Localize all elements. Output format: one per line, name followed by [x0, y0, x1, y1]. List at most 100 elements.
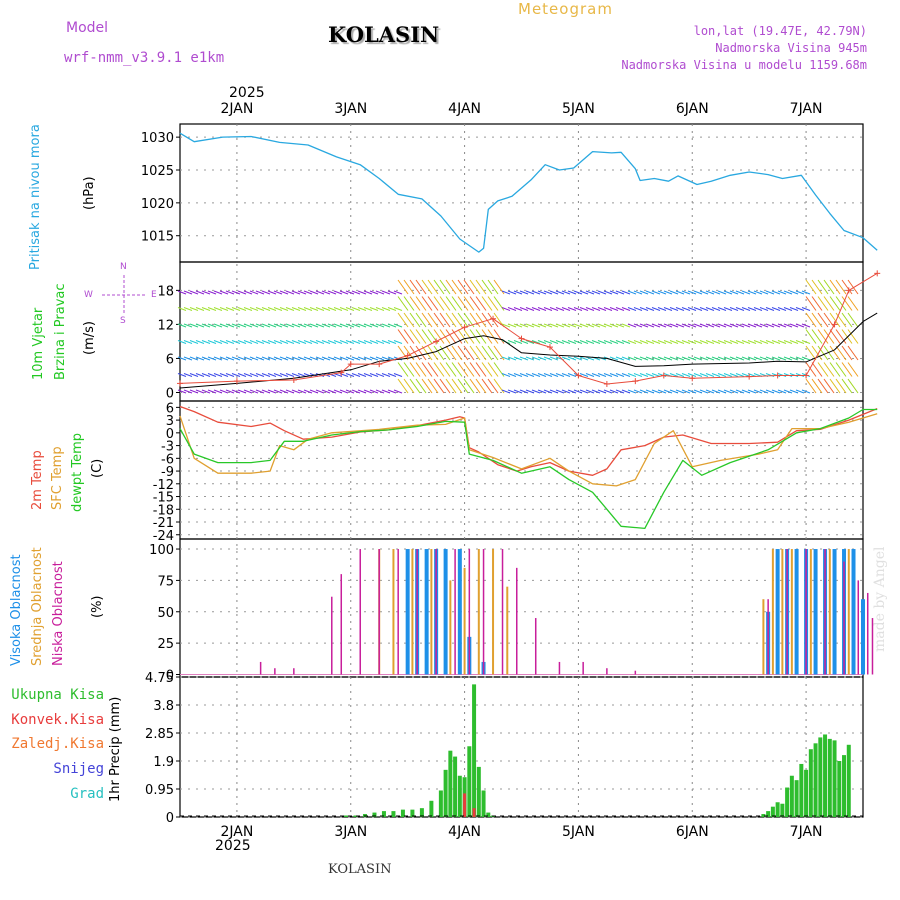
- wind-barb: [285, 307, 295, 311]
- wind-barb: [273, 307, 283, 311]
- wind-barb: [457, 362, 469, 377]
- wind-barb: [681, 356, 691, 361]
- low-cloud-bar: [378, 549, 380, 675]
- wind-barb: [369, 389, 379, 394]
- wind-barb: [669, 323, 679, 328]
- wind-barb: [555, 340, 565, 344]
- wind-barb: [639, 373, 649, 377]
- wind-barb: [445, 296, 457, 311]
- wind-barb: [729, 307, 739, 311]
- wind-barb: [279, 323, 289, 328]
- wind-barb: [747, 340, 757, 344]
- wind-barb: [393, 290, 403, 295]
- wind-barb: [663, 356, 673, 361]
- y-tick-label: 0: [166, 811, 174, 826]
- wind-barb: [543, 356, 553, 361]
- wind-barb: [513, 323, 523, 328]
- wind-barb: [817, 329, 829, 344]
- y-tick-label: 25: [157, 637, 174, 652]
- low-cloud-bar: [435, 549, 437, 675]
- wind-barb: [219, 340, 229, 344]
- y-tick-label: -18: [153, 503, 174, 518]
- wind-barb: [675, 290, 685, 295]
- wind-barb: [669, 290, 679, 295]
- wind-barb: [469, 362, 481, 377]
- wind-barb: [415, 279, 427, 295]
- wind-barb: [427, 279, 439, 295]
- low-cloud-bar: [416, 549, 418, 675]
- wind-barb: [741, 389, 751, 394]
- wind-barb: [741, 340, 751, 344]
- wind-barb: [381, 356, 391, 361]
- rain-bar: [780, 803, 785, 817]
- wind-barb: [789, 290, 799, 295]
- bottom-day-label: 2JAN: [220, 824, 253, 840]
- legend-conv: Konvek.Kisa: [11, 712, 104, 728]
- wind-barb: [621, 340, 631, 344]
- wind-barb: [531, 356, 541, 361]
- low-cloud-bar: [843, 561, 845, 675]
- wind-barb: [369, 290, 379, 295]
- wind-barb: [735, 373, 745, 377]
- wind-barb: [357, 290, 367, 295]
- low-cloud-bar: [786, 549, 788, 675]
- wind-barb: [841, 312, 853, 328]
- wind-barb: [255, 356, 265, 361]
- wind-barb: [627, 373, 637, 377]
- wind-barb: [805, 362, 817, 377]
- wind-barb: [687, 290, 697, 295]
- wind-barb: [621, 373, 631, 377]
- wind-barb: [475, 279, 487, 295]
- wind-barb: [675, 323, 685, 328]
- wind-barb: [717, 290, 727, 295]
- wind-barb: [451, 312, 463, 328]
- wind-barb: [573, 307, 583, 311]
- wind-barb: [255, 323, 265, 328]
- wind-barb: [201, 389, 211, 394]
- wind-barb: [409, 279, 421, 295]
- wind-barb: [723, 323, 733, 328]
- wind-barb: [705, 323, 715, 328]
- wind-barb: [369, 373, 379, 377]
- wind-barb: [681, 373, 691, 377]
- wind-barb: [231, 373, 241, 377]
- wind-barb: [829, 312, 841, 328]
- wind-barb: [369, 356, 379, 361]
- wind-barb: [705, 290, 715, 295]
- low-cloud-bar: [259, 661, 262, 675]
- wind-barb: [585, 323, 595, 328]
- wind-barb: [759, 340, 769, 344]
- wind-barb: [531, 323, 541, 328]
- wind-barb: [451, 279, 463, 295]
- wind-barb: [705, 356, 715, 361]
- bottom-day-label: 5JAN: [562, 824, 595, 840]
- wind-barb: [711, 290, 721, 295]
- wind-barb: [213, 307, 223, 311]
- wind-barb: [501, 307, 511, 311]
- y-tick-label: -6: [161, 452, 174, 467]
- wind-barb: [279, 373, 289, 377]
- wind-barb: [579, 307, 589, 311]
- wind-barb: [433, 378, 445, 394]
- wind-barb: [339, 323, 349, 328]
- wind-barb: [439, 362, 451, 377]
- wind-barb: [493, 378, 505, 394]
- wind-barb: [339, 340, 349, 344]
- wind-barb: [823, 329, 835, 344]
- wind-barb: [451, 345, 463, 361]
- wind-barb: [445, 378, 457, 394]
- wind-barb: [291, 323, 301, 328]
- low-cloud-bar: [857, 580, 860, 675]
- wind-barb: [817, 312, 829, 328]
- wind-barb: [651, 356, 661, 361]
- wind-barb: [309, 356, 319, 361]
- wind-barb: [315, 389, 325, 394]
- wind-barb: [463, 329, 475, 344]
- wind-barb: [603, 389, 613, 394]
- low-cloud-bar: [824, 549, 826, 675]
- low-cloud-bar: [359, 549, 361, 675]
- rain-bar: [813, 743, 818, 817]
- wind-barb: [573, 323, 583, 328]
- wind-barb: [729, 373, 739, 377]
- wind-barb: [657, 340, 667, 344]
